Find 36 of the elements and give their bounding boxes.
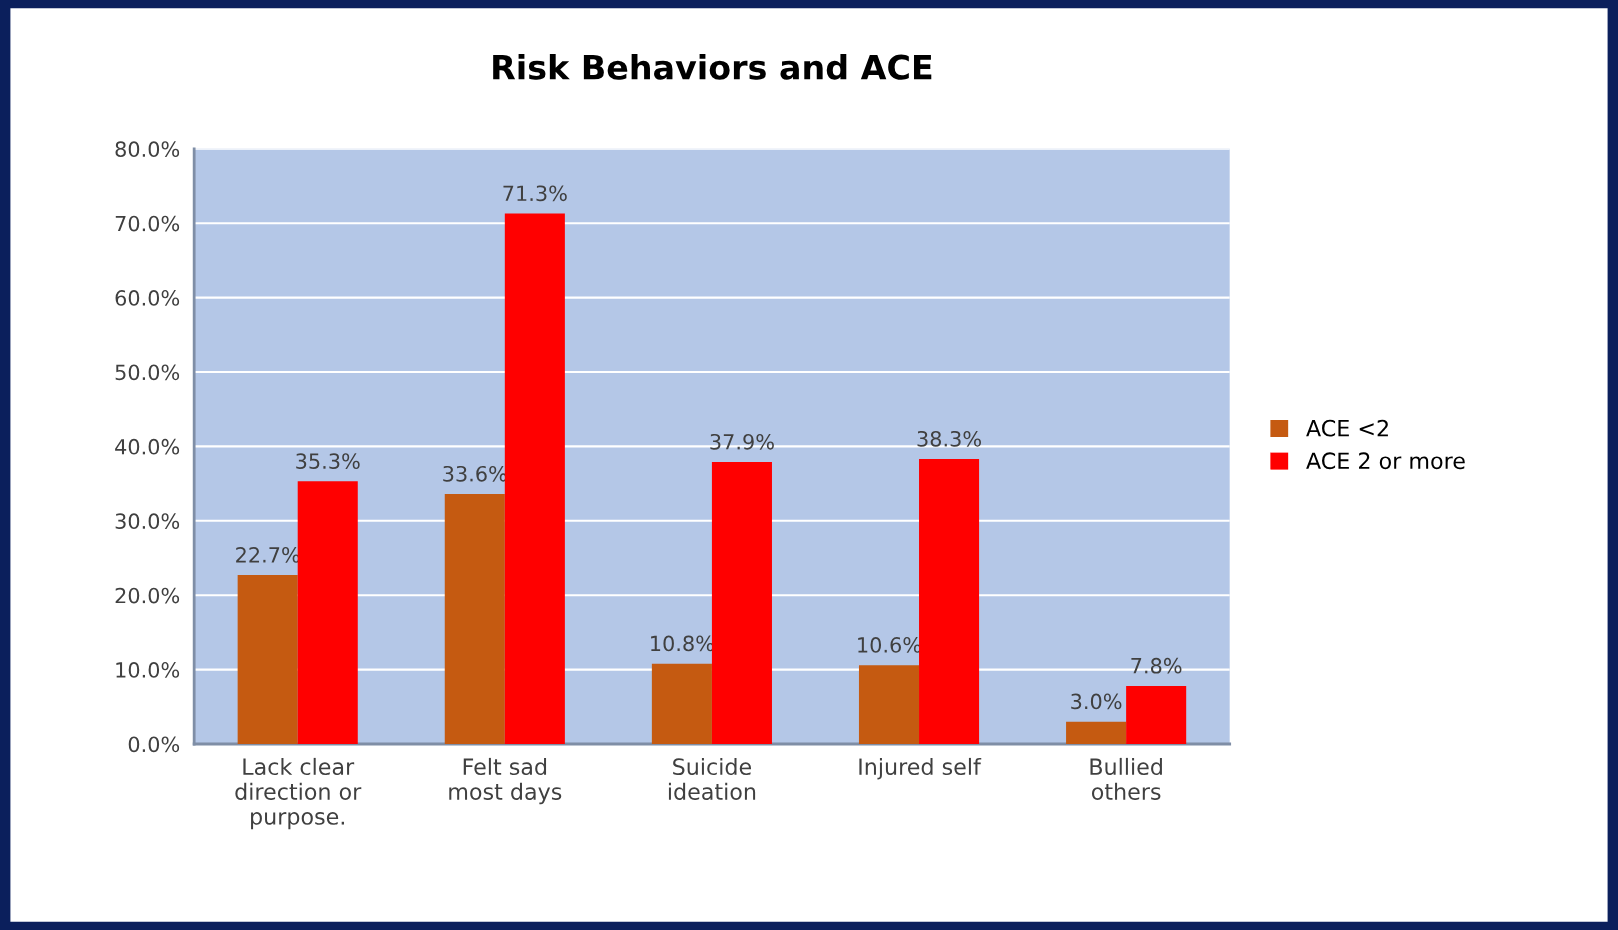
bar bbox=[651, 663, 712, 744]
bar bbox=[1126, 685, 1187, 744]
x-tick-label: Bullied others bbox=[1090, 757, 1162, 800]
x-tick-label: Suicide ideation bbox=[668, 757, 756, 800]
bar bbox=[444, 494, 505, 744]
data-label: 10.8% bbox=[651, 635, 714, 652]
y-tick-label: 20.0% bbox=[115, 587, 180, 604]
data-label: 37.9% bbox=[710, 433, 774, 450]
legend-label: ACE 2 or more bbox=[1306, 452, 1465, 470]
bar bbox=[297, 481, 358, 744]
data-label: 3.0% bbox=[1071, 693, 1122, 710]
legend-label: ACE <2 bbox=[1306, 419, 1388, 437]
data-label: 38.3% bbox=[917, 430, 981, 447]
data-label: 33.6% bbox=[443, 465, 507, 482]
bar bbox=[504, 213, 565, 744]
y-tick-label: 0.0% bbox=[128, 736, 180, 753]
y-tick-label: 10.0% bbox=[116, 662, 180, 678]
bar bbox=[1066, 721, 1127, 744]
chart-title: Risk Behaviors and ACE bbox=[493, 54, 932, 80]
bar bbox=[711, 462, 772, 744]
x-tick-label: Lack clear direction or purpose. bbox=[235, 757, 362, 830]
y-tick-label: 50.0% bbox=[115, 364, 180, 381]
y-tick-label: 70.0% bbox=[115, 215, 180, 232]
bar bbox=[237, 575, 298, 744]
x-tick-label: Injured self bbox=[859, 757, 982, 780]
data-label: 71.3% bbox=[503, 185, 567, 202]
data-label: 7.8% bbox=[1131, 657, 1182, 674]
y-tick-label: 30.0% bbox=[115, 513, 180, 530]
data-label: 22.7% bbox=[236, 546, 300, 563]
y-tick-label: 40.0% bbox=[115, 438, 180, 455]
bar bbox=[858, 665, 920, 744]
bar bbox=[919, 459, 980, 744]
x-tick-label: Felt sad most days bbox=[449, 757, 562, 805]
y-tick-label: 60.0% bbox=[115, 290, 180, 306]
y-tick-label: 80.0% bbox=[115, 141, 180, 158]
data-label: 35.3% bbox=[296, 453, 360, 469]
